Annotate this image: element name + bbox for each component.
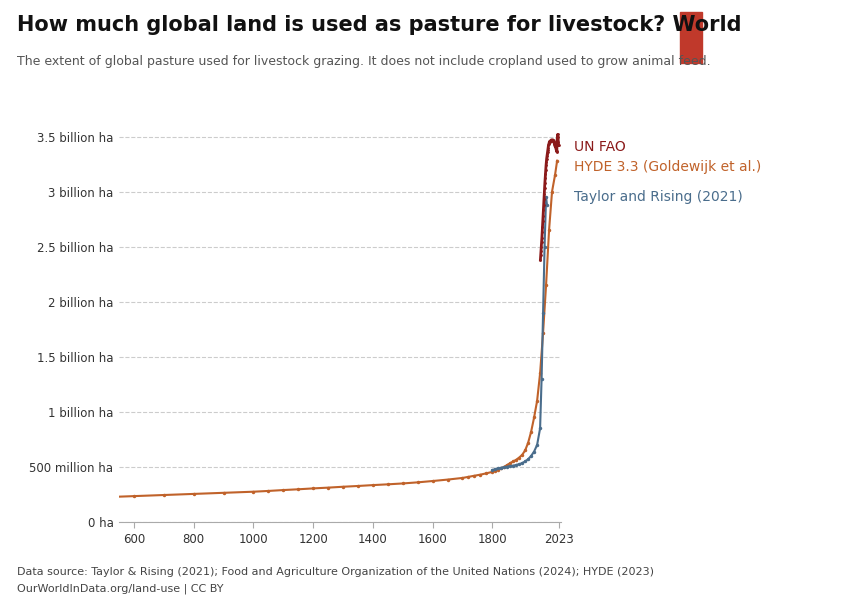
Bar	[680, 12, 702, 63]
Text: Our World: Our World	[735, 25, 795, 35]
Text: UN FAO: UN FAO	[574, 140, 626, 154]
Text: in Data: in Data	[744, 44, 786, 54]
Text: HYDE 3.3 (Goldewijk et al.): HYDE 3.3 (Goldewijk et al.)	[574, 160, 761, 174]
Text: Data source: Taylor & Rising (2021); Food and Agriculture Organization of the Un: Data source: Taylor & Rising (2021); Foo…	[17, 567, 654, 577]
Text: Taylor and Rising (2021): Taylor and Rising (2021)	[574, 190, 743, 204]
Text: How much global land is used as pasture for livestock? World: How much global land is used as pasture …	[17, 15, 741, 35]
Text: The extent of global pasture used for livestock grazing. It does not include cro: The extent of global pasture used for li…	[17, 55, 711, 68]
Text: OurWorldInData.org/land-use | CC BY: OurWorldInData.org/land-use | CC BY	[17, 583, 224, 594]
